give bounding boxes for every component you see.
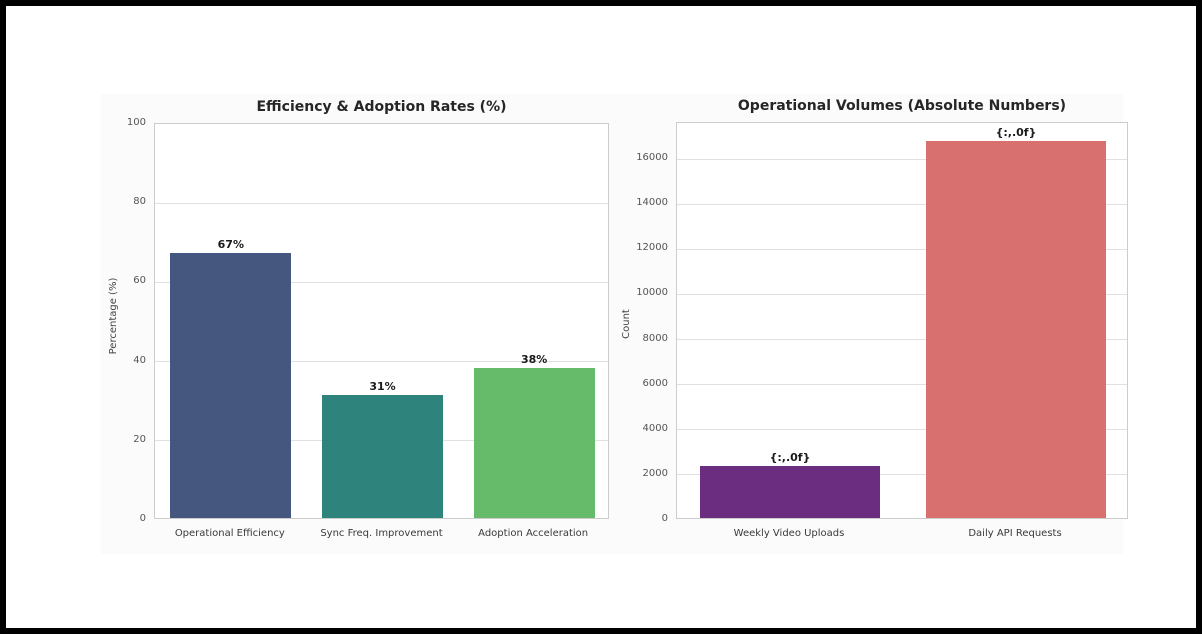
x-tick-label: Sync Freq. Improvement [320, 528, 443, 539]
gridline [155, 281, 608, 283]
gridline [677, 339, 1127, 341]
gridline [155, 202, 608, 204]
gridline [677, 158, 1127, 160]
bar-value-label: 38% [520, 352, 548, 366]
y-tick-label: 2000 [642, 467, 668, 479]
x-tick-label: Daily API Requests [968, 528, 1062, 539]
bar-value-label: 31% [369, 380, 396, 394]
gridline [155, 361, 608, 363]
bar-weekly-video-uploads [699, 466, 881, 518]
y-tick-label: 40 [133, 354, 146, 366]
gridline [677, 474, 1127, 476]
bar-value-label: {:,.0f} [769, 451, 811, 465]
bar-value-label: 67% [217, 237, 244, 251]
y-tick-label: 0 [661, 513, 668, 524]
bar-sync-freq-improvement [321, 395, 444, 518]
bar-operational-efficiency [170, 252, 292, 518]
y-tick-label: 60 [133, 275, 146, 287]
bar-value-label: {:,.0f} [995, 126, 1037, 140]
y-tick-label: 0 [139, 513, 146, 524]
y-tick-label: 20 [133, 433, 146, 445]
y-tick-label: 12000 [636, 242, 668, 254]
y-tick-label: 8000 [642, 332, 668, 344]
bar-daily-api-requests [925, 141, 1107, 518]
x-tick-label: Operational Efficiency [174, 528, 285, 539]
chart-operational-volumes: Operational Volumes (Absolute Numbers) C… [6, 6, 1196, 628]
x-tick-label: Adoption Acceleration [478, 528, 589, 539]
chart-title: Operational Volumes (Absolute Numbers) [737, 98, 1067, 114]
gridline [677, 384, 1127, 386]
gridline [677, 293, 1127, 295]
chart-efficiency-adoption-rates: Efficiency & Adoption Rates (%) Percenta… [6, 6, 1196, 628]
y-tick-label: 100 [126, 117, 146, 128]
y-tick-label: 4000 [642, 422, 668, 434]
y-tick-label: 16000 [636, 152, 668, 164]
y-tick-label: 10000 [636, 287, 668, 299]
chart-title: Efficiency & Adoption Rates (%) [256, 99, 507, 115]
plot-area: {:,.0f} {:,.0f} [676, 122, 1128, 519]
y-tick-label: 6000 [642, 377, 668, 389]
x-tick-label: Weekly Video Uploads [733, 528, 845, 539]
bar-adoption-acceleration [473, 367, 595, 518]
gridline [677, 429, 1127, 431]
y-tick-label: 80 [133, 196, 146, 208]
gridline [677, 203, 1127, 205]
plot-area: 67% 31% 38% [154, 123, 609, 519]
gridline [677, 248, 1127, 250]
y-tick-label: 14000 [636, 197, 668, 209]
